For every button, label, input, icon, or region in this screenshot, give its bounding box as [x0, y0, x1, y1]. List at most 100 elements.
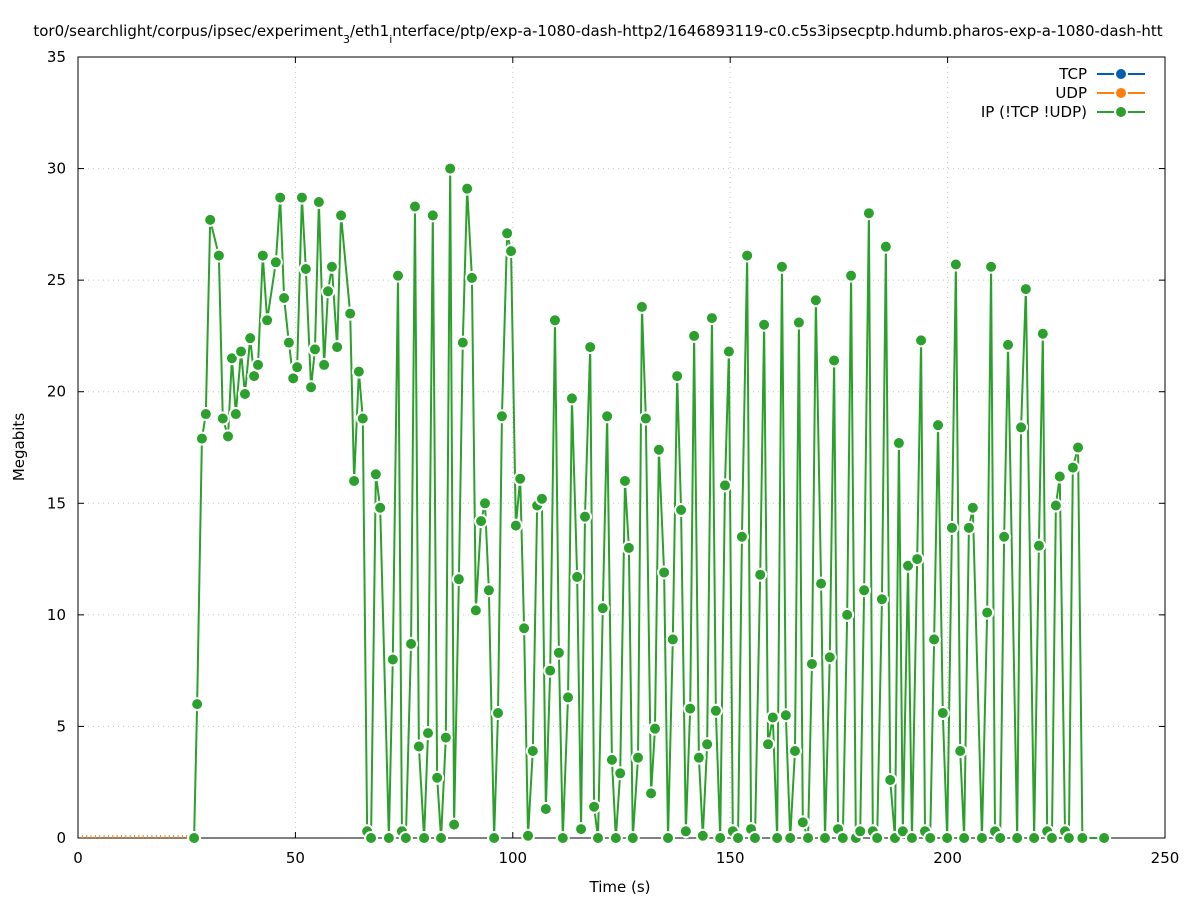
data-point [434, 831, 449, 845]
chart-title: tor0/searchlight/corpus/ipsec/experiment… [33, 22, 1162, 46]
data-point [551, 645, 566, 660]
data-point [194, 431, 209, 446]
data-point [477, 496, 492, 511]
data-point [391, 268, 406, 283]
data-point [783, 831, 798, 845]
data-point [381, 831, 396, 845]
y-tick-label: 20 [47, 383, 66, 401]
data-point [853, 824, 868, 839]
data-point [974, 831, 989, 845]
data-point [874, 592, 889, 607]
data-point [1001, 337, 1016, 352]
data-point [198, 407, 213, 422]
data-point [234, 344, 249, 359]
data-point [774, 259, 789, 274]
data-point [268, 255, 283, 270]
data-point [1035, 326, 1050, 341]
data-point [761, 737, 776, 752]
data-point [368, 467, 383, 482]
data-point [1071, 440, 1086, 455]
data-point [334, 208, 349, 223]
y-tick-label: 10 [47, 606, 66, 624]
data-point [1018, 282, 1033, 297]
data-point [613, 766, 628, 781]
data-point [455, 335, 470, 350]
data-point [804, 656, 819, 671]
data-point [808, 293, 823, 308]
data-point [704, 311, 719, 326]
data-point [351, 364, 366, 379]
data-point [425, 208, 440, 223]
data-point [795, 815, 810, 830]
series-2 [187, 161, 1112, 845]
data-point [631, 750, 646, 765]
data-point [595, 601, 610, 616]
y-tick-label: 0 [56, 829, 66, 847]
data-point [674, 502, 689, 517]
data-point [1031, 538, 1046, 553]
data-point [740, 248, 755, 263]
data-point [224, 351, 239, 366]
data-point [787, 743, 802, 758]
data-point [417, 831, 432, 845]
y-tick-label: 15 [47, 494, 66, 512]
data-point [895, 824, 910, 839]
data-point [822, 650, 837, 665]
legend-marker [1114, 105, 1128, 119]
data-point [547, 313, 562, 328]
x-tick-label: 150 [716, 849, 745, 867]
data-point [891, 436, 906, 451]
data-point [695, 828, 710, 843]
data-point [513, 471, 528, 486]
data-point [778, 708, 793, 723]
data-point [215, 411, 230, 426]
data-point [840, 607, 855, 622]
data-point [984, 259, 999, 274]
data-point [447, 817, 462, 832]
data-point [678, 824, 693, 839]
data-point [647, 721, 662, 736]
data-point [281, 335, 296, 350]
data-point [604, 752, 619, 767]
data-point [670, 369, 685, 384]
data-point [791, 315, 806, 330]
data-point [460, 181, 475, 196]
data-point [187, 831, 202, 845]
data-point [691, 750, 706, 765]
data-point [570, 569, 585, 584]
y-tick-label: 35 [47, 48, 66, 66]
data-point [438, 730, 453, 745]
data-point [508, 518, 523, 533]
data-point [474, 514, 489, 529]
data-point [713, 831, 728, 845]
data-point [574, 822, 589, 837]
data-point [1044, 831, 1059, 845]
data-point [953, 743, 968, 758]
data-point [398, 831, 413, 845]
data-point [625, 831, 640, 845]
data-point [228, 407, 243, 422]
data-point [543, 663, 558, 678]
data-point [255, 248, 270, 263]
data-point [443, 161, 458, 176]
data-point [817, 831, 832, 845]
x-axis-label: Time (s) [589, 878, 651, 896]
data-point [468, 603, 483, 618]
data-point [577, 509, 592, 524]
data-point [221, 429, 236, 444]
data-point [260, 313, 275, 328]
data-point [747, 831, 762, 845]
legend-marker [1114, 67, 1128, 81]
data-point [608, 831, 623, 845]
series-layer [81, 161, 1112, 845]
data-point [665, 632, 680, 647]
data-point [1075, 831, 1090, 845]
data-point [870, 831, 885, 845]
data-point [770, 831, 785, 845]
data-point [321, 284, 336, 299]
data-point [347, 473, 362, 488]
data-point [237, 386, 252, 401]
data-point [993, 831, 1008, 845]
data-point [965, 500, 980, 515]
data-point [997, 529, 1012, 544]
